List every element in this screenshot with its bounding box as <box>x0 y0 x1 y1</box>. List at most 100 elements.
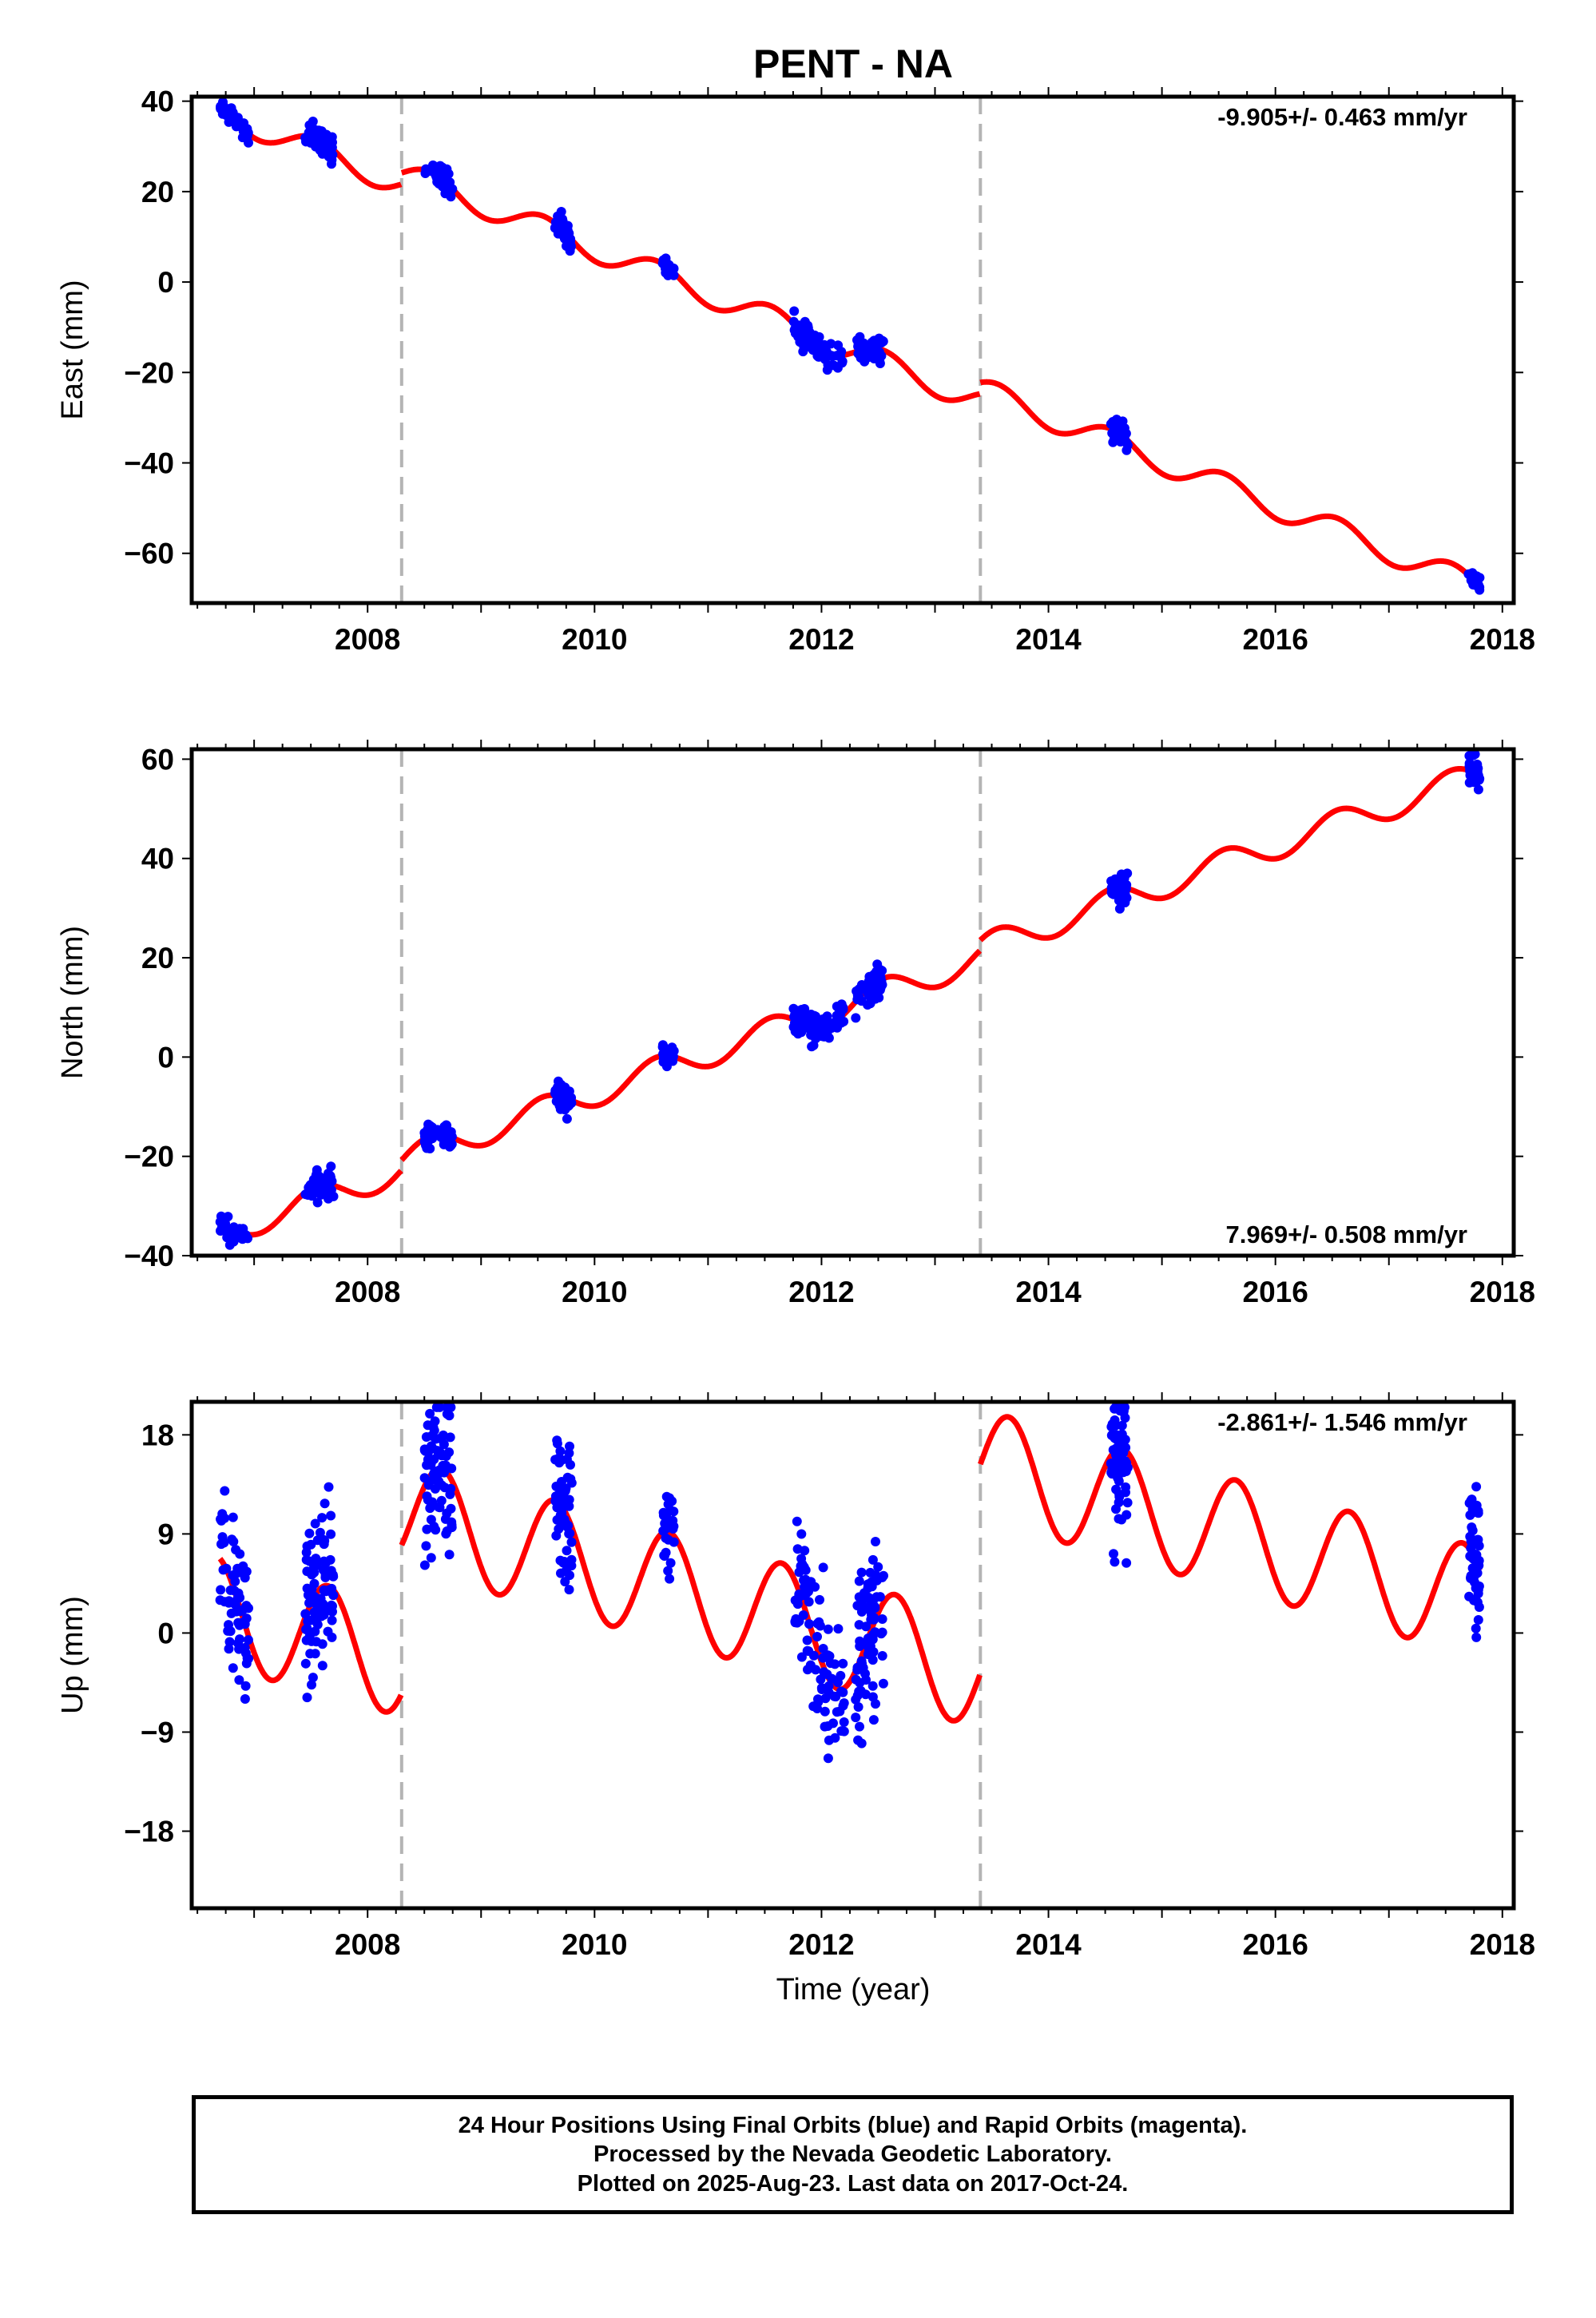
data-point <box>1474 1581 1484 1591</box>
data-point <box>827 351 837 361</box>
y-axis-label: Up (mm) <box>56 1596 89 1714</box>
data-point <box>1473 763 1483 773</box>
x-tick-label: 2008 <box>335 1928 400 1961</box>
data-point <box>661 1547 671 1558</box>
data-point <box>1468 750 1479 760</box>
data-point <box>309 1561 319 1571</box>
data-point <box>216 1211 226 1221</box>
data-point <box>790 323 800 334</box>
data-point <box>1111 1484 1122 1494</box>
data-point <box>854 984 864 994</box>
data-point <box>317 1513 328 1523</box>
data-point <box>306 1180 316 1190</box>
velocity-annotation: -2.861+/- 1.546 mm/yr <box>1217 1408 1467 1436</box>
data-point <box>1465 1510 1475 1520</box>
data-point <box>669 1506 679 1517</box>
data-point <box>244 1603 253 1613</box>
data-point <box>1471 1623 1481 1633</box>
y-tick-label: 0 <box>157 1041 174 1074</box>
data-points <box>215 1402 1484 1764</box>
data-point <box>444 1550 455 1560</box>
x-tick-label: 2016 <box>1243 623 1308 656</box>
data-point <box>1111 1450 1121 1460</box>
data-point <box>832 1707 842 1717</box>
data-point <box>324 1482 334 1492</box>
data-point <box>818 1653 828 1663</box>
data-point <box>856 1685 866 1696</box>
data-point <box>557 1508 567 1518</box>
data-point <box>445 1489 455 1499</box>
data-point <box>1113 1461 1123 1471</box>
data-point <box>327 1615 337 1625</box>
data-point <box>812 1632 822 1641</box>
data-point <box>823 1753 833 1764</box>
data-point <box>241 1658 252 1669</box>
data-point <box>302 1566 312 1577</box>
data-point <box>439 1482 450 1493</box>
x-tick-label: 2010 <box>562 1276 627 1308</box>
data-point <box>555 1104 566 1114</box>
data-point <box>861 1675 871 1685</box>
data-point <box>300 1609 311 1619</box>
y-tick-label: −40 <box>124 1240 174 1272</box>
data-point <box>327 1632 337 1642</box>
data-point <box>878 1678 888 1689</box>
data-point <box>839 1717 849 1727</box>
data-point <box>856 1738 867 1748</box>
data-point <box>228 1537 239 1546</box>
data-point <box>1470 1549 1480 1559</box>
data-point <box>240 1648 251 1658</box>
data-point <box>1467 1494 1477 1505</box>
y-tick-label: 9 <box>157 1518 174 1550</box>
data-point <box>669 1537 679 1547</box>
data-point <box>877 1651 887 1661</box>
data-point <box>817 1685 827 1694</box>
data-point <box>436 1495 447 1506</box>
data-point <box>793 1029 804 1039</box>
data-point <box>1114 903 1125 914</box>
x-tick-label: 2010 <box>562 1928 627 1961</box>
model-curve <box>217 766 1483 1238</box>
data-point <box>872 959 883 970</box>
data-point <box>1117 1514 1126 1525</box>
y-tick-label: 0 <box>157 1617 174 1649</box>
data-point <box>875 337 886 347</box>
data-point <box>429 1522 439 1531</box>
data-point <box>806 338 816 348</box>
data-point <box>1121 1443 1131 1453</box>
data-point <box>228 1512 238 1522</box>
data-point <box>326 1529 336 1539</box>
data-point <box>871 1699 880 1709</box>
data-point <box>554 1524 564 1534</box>
x-axis-label: Time (year) <box>776 1973 931 2006</box>
data-point <box>830 1018 840 1028</box>
y-tick-label: 18 <box>141 1419 174 1451</box>
data-point <box>220 1513 230 1523</box>
y-tick-label: 60 <box>141 743 174 776</box>
data-point <box>796 1529 807 1539</box>
y-tick-label: 20 <box>141 176 174 208</box>
data-point <box>867 1655 878 1665</box>
data-point <box>867 1681 878 1691</box>
data-point <box>839 1698 849 1709</box>
data-point <box>439 172 450 182</box>
x-tick-label: 2008 <box>335 1276 400 1308</box>
data-point <box>852 1601 863 1611</box>
data-point <box>439 181 450 191</box>
data-point <box>799 341 809 351</box>
data-point <box>1117 1420 1127 1431</box>
data-point <box>550 1455 561 1465</box>
data-point <box>328 149 338 160</box>
data-point <box>824 1735 834 1745</box>
x-tick-label: 2014 <box>1015 1276 1082 1308</box>
data-point <box>876 1629 887 1639</box>
data-point <box>423 1136 434 1146</box>
data-point <box>550 223 560 233</box>
data-point <box>328 1191 339 1201</box>
y-tick-label: −20 <box>124 356 174 389</box>
data-point <box>1120 1413 1130 1423</box>
data-point <box>566 1537 577 1547</box>
data-point <box>1471 1632 1482 1642</box>
data-point <box>233 1588 244 1598</box>
data-point <box>564 1585 574 1595</box>
